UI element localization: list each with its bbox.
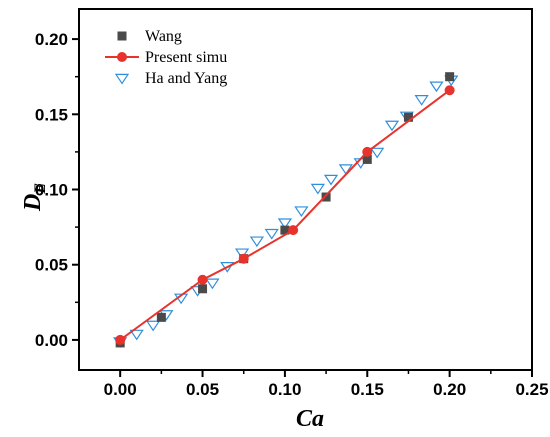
x-tick-label: 0.05 (186, 380, 219, 399)
x-tick-label: 0.00 (104, 380, 137, 399)
y-axis-title-subscript: E (32, 183, 49, 195)
data-point-wang (321, 192, 331, 202)
data-point-wang (403, 112, 413, 122)
y-tick-label: 0.05 (35, 256, 68, 275)
data-point-present-simu (444, 85, 455, 96)
y-axis-title-main: D (20, 194, 46, 212)
data-point-ha-and-yang (370, 147, 385, 159)
data-point-ha-and-yang (310, 183, 325, 195)
data-point-wang (445, 72, 455, 82)
data-point-present-simu (362, 146, 373, 157)
data-point-wang (198, 284, 208, 294)
y-tick-label: 0.15 (35, 105, 68, 124)
data-point-ha-and-yang (429, 81, 444, 93)
data-point-present-simu (238, 253, 249, 264)
data-point-ha-and-yang (338, 164, 353, 175)
y-axis-title: DE (20, 183, 49, 212)
data-point-present-simu (288, 225, 299, 236)
x-tick-label: 0.25 (515, 380, 548, 399)
legend-marker-ha-and-yang (114, 73, 130, 85)
legend: Wang Present simu Ha and Yang (105, 28, 227, 87)
data-point-ha-and-yang (294, 206, 309, 218)
data-point-ha-and-yang (384, 120, 400, 132)
data-point-ha-and-yang (277, 218, 293, 230)
data-point-ha-and-yang (205, 278, 220, 290)
series-line-present-simu (119, 89, 451, 341)
legend-marker-present-simu (117, 52, 127, 62)
data-point-wang (156, 312, 166, 322)
y-tick-label: 0.20 (35, 30, 68, 49)
data-point-present-simu (197, 274, 208, 285)
data-point-wang (362, 154, 372, 164)
legend-label-wang: Wang (145, 28, 182, 45)
data-point-ha-and-yang (414, 95, 429, 106)
axes: 0.00 0.05 0.10 0.15 0.20 0.25 0.00 0.05 0.10 0.15… (35, 8, 549, 399)
data-point-present-simu (115, 334, 126, 345)
x-tick-label: 0.15 (351, 380, 384, 399)
axis-titles: Ca DE (20, 183, 324, 432)
data-point-ha-and-yang (249, 236, 265, 248)
plot-area (113, 72, 459, 348)
x-tick-label: 0.10 (268, 380, 301, 399)
data-point-wang (280, 225, 290, 235)
data-point-ha-and-yang (146, 320, 161, 332)
data-point-ha-and-yang (323, 174, 339, 186)
legend-label-present-simu: Present simu (145, 49, 227, 66)
y-tick-label: 0.10 (35, 181, 68, 200)
data-point-ha-and-yang (129, 329, 144, 341)
legend-label-ha-and-yang: Ha and Yang (145, 70, 227, 87)
legend-marker-wang (117, 31, 127, 41)
data-point-ha-and-yang (234, 248, 250, 260)
x-tick-label: 0.20 (433, 380, 466, 399)
y-tick-label: 0.00 (35, 331, 68, 350)
data-point-ha-and-yang (264, 228, 279, 240)
x-axis-title: Ca (296, 406, 324, 432)
